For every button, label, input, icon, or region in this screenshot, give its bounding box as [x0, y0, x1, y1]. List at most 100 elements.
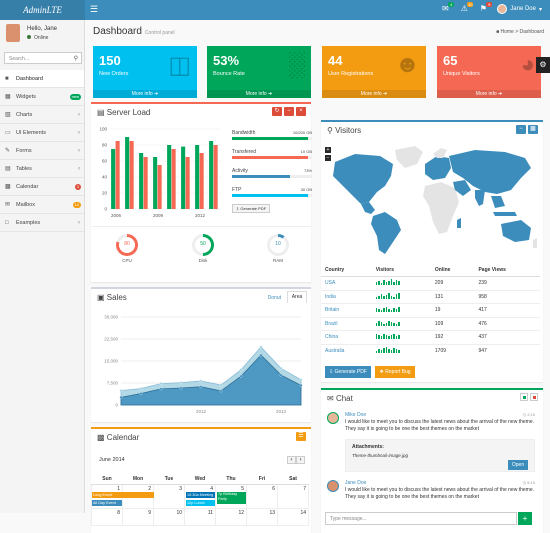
stat-label: Unique Visitors	[443, 71, 480, 77]
more-info-link[interactable]: More info ➜	[322, 90, 426, 98]
notifications-icon[interactable]: ⚠ 10	[460, 2, 474, 13]
calendar-event[interactable]: 10:30a Meeting	[186, 491, 215, 498]
calendar-day[interactable]: 9	[122, 507, 154, 526]
page-title-text: Dashboard	[93, 26, 142, 37]
visitors-generate-pdf-button[interactable]: ⇩ Generate PDF	[325, 366, 371, 378]
country-link[interactable]: China	[325, 334, 339, 341]
stat-label: User Registrations	[328, 71, 374, 77]
calendar-menu-button[interactable]: ☰	[296, 432, 306, 441]
calendar-day[interactable]: 7	[277, 483, 309, 509]
calendar-day[interactable]: 8	[91, 507, 123, 526]
next-month-button[interactable]: ›	[296, 456, 305, 464]
country-link[interactable]: India	[325, 293, 336, 300]
chat-message: Mike Doe ◷ 2:15 I would like to meet you…	[327, 412, 535, 482]
collapse-button[interactable]: −	[516, 125, 526, 134]
country-link[interactable]: Australia	[325, 348, 345, 354]
divider	[91, 226, 311, 227]
sidebar-search-input[interactable]: Search... ⚲	[4, 52, 82, 64]
calendar-day[interactable]: 4 10:30a Meeting 12p Lunch	[184, 483, 216, 509]
status-dot-icon	[27, 35, 31, 39]
report-bug-button[interactable]: ❖ Report Bug	[375, 366, 415, 378]
sidebar-item-mailbox[interactable]: ✉ Mailbox 12	[0, 196, 84, 214]
country-link[interactable]: Britain	[325, 307, 340, 314]
stat-value: 65	[443, 53, 458, 68]
data-point	[299, 383, 303, 387]
tab-donut[interactable]: Donut	[267, 295, 281, 301]
chat-message-input[interactable]: Type message...	[325, 512, 517, 525]
sidebar-item-examples[interactable]: □ Examples ‹	[0, 214, 84, 232]
breadcrumb-home[interactable]: Home	[500, 29, 514, 35]
chat-author[interactable]: Mike Doe	[345, 412, 367, 418]
sales-title: ▣ Sales	[97, 293, 127, 302]
world-map[interactable]	[325, 142, 539, 257]
cpu-knob[interactable]: 80	[116, 234, 138, 256]
page-views: 437	[474, 330, 540, 344]
new-orders-box: 150 New Orders ◫ More info ➜	[93, 46, 197, 98]
calendar-day[interactable]: 14	[277, 507, 309, 526]
sidebar-item-label: UI Elements	[16, 129, 46, 136]
sidebar-item-label: Dashboard	[16, 75, 43, 82]
prev-month-button[interactable]: ‹	[287, 456, 296, 464]
remove-button[interactable]: ×	[296, 107, 306, 116]
calendar-day[interactable]: 6	[246, 483, 278, 509]
bar	[213, 145, 218, 209]
calendar-day[interactable]: 3	[153, 483, 185, 509]
messages-icon[interactable]: ✉ 4	[441, 2, 455, 13]
ram-knob[interactable]: 10	[267, 234, 289, 256]
attachment-filename[interactable]: Theme-thumbnail-image.jpg	[352, 453, 409, 458]
day-number: 5	[241, 485, 244, 492]
calendar-day[interactable]: 13	[246, 507, 278, 526]
calendar-event[interactable]: 7p Birthday Party	[217, 491, 246, 504]
online-toggle[interactable]	[520, 393, 528, 401]
sidebar-item-ui-elements[interactable]: ▭ UI Elements ‹	[0, 124, 84, 142]
sales-title-text: Sales	[106, 293, 127, 302]
calendar-day[interactable]: 1 Long Event All Day Event	[91, 483, 154, 509]
open-attachment-button[interactable]: Open	[508, 460, 528, 470]
chat-send-button[interactable]: +	[518, 512, 532, 525]
calendar-day[interactable]: 12	[215, 507, 247, 526]
calendar-day[interactable]: 10	[153, 507, 185, 526]
zoom-in-button[interactable]: +	[325, 147, 331, 153]
more-info-link[interactable]: More info ➜	[207, 90, 311, 98]
tab-area[interactable]: Area	[287, 291, 307, 303]
sidebar-item-dashboard[interactable]: ■ Dashboard	[0, 70, 84, 88]
user-menu[interactable]: Jane Doe ▾	[497, 4, 542, 14]
knob-value: 80	[124, 241, 130, 247]
more-info-link[interactable]: More info ➜	[93, 90, 197, 98]
calendar-day[interactable]: 11	[184, 507, 216, 526]
calendar-day[interactable]: 5 7p Birthday Party	[215, 483, 247, 509]
more-info-link[interactable]: More info ➜	[437, 90, 541, 98]
sparkline-bar	[385, 335, 388, 340]
chat-author[interactable]: Jane Doe	[345, 480, 367, 486]
tasks-icon[interactable]: ⚑ 9	[479, 2, 493, 13]
disk-knob[interactable]: 50	[192, 234, 214, 256]
tasks-badge: 9	[486, 2, 493, 7]
sidebar-item-tables[interactable]: ▤ Tables ‹	[0, 160, 84, 178]
app-logo[interactable]: AdminLTE	[0, 0, 85, 20]
sidebar-item-widgets[interactable]: ▦ Widgets new	[0, 88, 84, 106]
calendar-event[interactable]: All Day Event	[92, 499, 122, 506]
sidebar-item-forms[interactable]: ✎ Forms ‹	[0, 142, 84, 160]
chevron-left-icon: ‹	[78, 129, 80, 136]
calendar-icon: ▩	[5, 184, 11, 190]
day-header: Mon	[122, 475, 154, 485]
settings-gear-icon[interactable]: ⚙	[536, 57, 550, 73]
country-link[interactable]: USA	[325, 280, 336, 287]
collapse-button[interactable]: −	[284, 107, 294, 116]
sparkline-bar	[395, 309, 398, 313]
zoom-out-button[interactable]: −	[325, 155, 331, 161]
calendar-day[interactable]: 2	[122, 483, 154, 509]
chat-text: I would like to meet you to discuss the …	[345, 487, 534, 500]
refresh-button[interactable]: ↻	[272, 107, 282, 116]
table-row: Brazil 109 476	[321, 316, 540, 331]
calendar-event[interactable]: 12p Lunch	[186, 499, 215, 506]
calendar-button[interactable]: ▩	[528, 125, 538, 134]
generate-pdf-button[interactable]: ⇩ Generate PDF	[232, 204, 270, 213]
offline-toggle[interactable]	[530, 393, 538, 401]
search-icon[interactable]: ⚲	[73, 56, 78, 62]
sidebar-item-calendar[interactable]: ▩ Calendar 3	[0, 178, 84, 196]
sidebar-item-charts[interactable]: ▧ Charts ‹	[0, 106, 84, 124]
sidebar-toggle-icon[interactable]: ☰	[90, 4, 99, 14]
sidebar-menu: ■ Dashboard ▦ Widgets new ▧ Charts ‹ ▭ UI Elem…	[0, 70, 84, 232]
country-link[interactable]: Brazil	[325, 320, 338, 327]
